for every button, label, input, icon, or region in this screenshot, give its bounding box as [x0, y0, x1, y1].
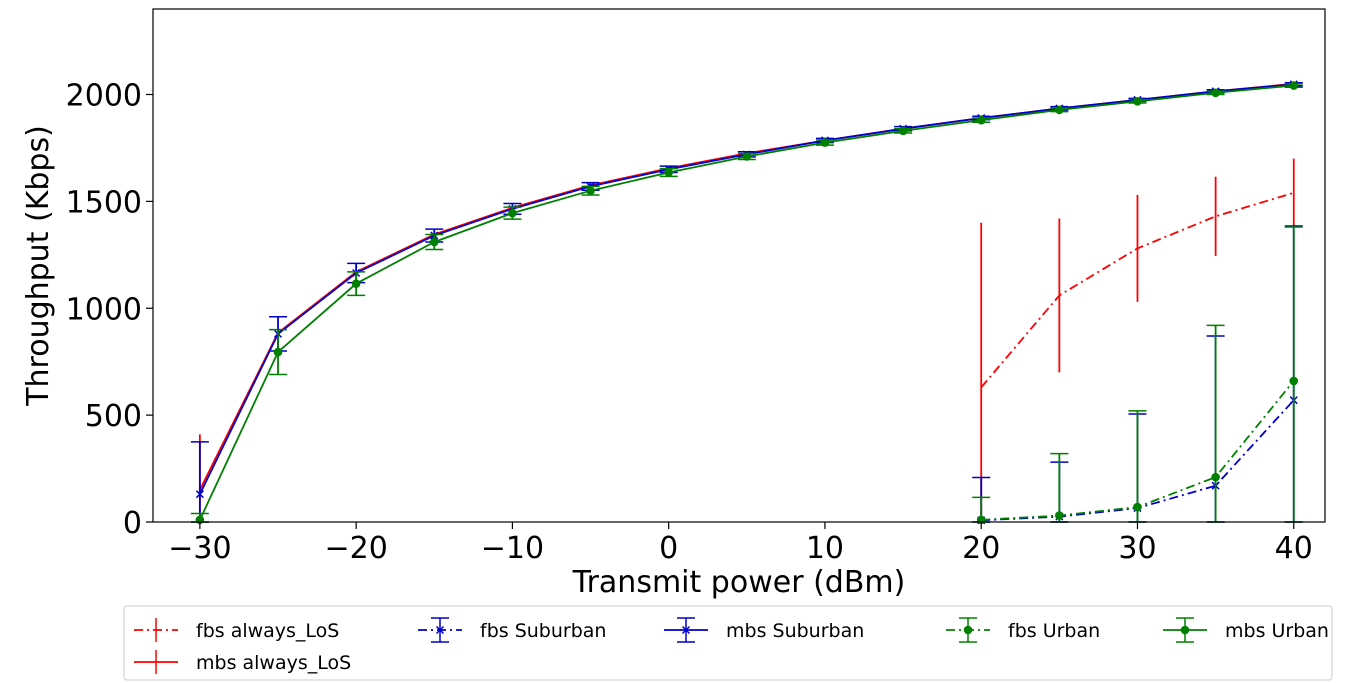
series-line — [199, 84, 1294, 521]
series-fbs-urban — [972, 226, 1303, 525]
x-axis: −30 −20 −10 0 10 20 30 40 — [168, 522, 1313, 566]
series-line — [199, 83, 1294, 495]
x-tick-label: 30 — [1118, 531, 1156, 566]
y-tick-label: 1000 — [66, 292, 142, 327]
legend-label: fbs Suburban — [480, 620, 606, 642]
series-line — [199, 82, 1294, 491]
legend-box — [123, 605, 1333, 681]
data-point — [586, 186, 595, 195]
data-point — [1211, 472, 1220, 482]
data-point — [1055, 511, 1064, 520]
x-axis-title: Transmit power (dBm) — [572, 565, 906, 600]
plot-area — [190, 80, 1303, 525]
y-tick-label: 0 — [123, 506, 142, 541]
legend-item-fbs-always-los: fbs always_LoS — [134, 618, 339, 642]
data-point — [1133, 502, 1142, 512]
marker-stroke — [195, 490, 204, 499]
legend-item-mbs-urban: mbs Urban — [1163, 617, 1329, 643]
legend: fbs always_LoS fbs Suburban mbs Suburban… — [123, 605, 1333, 681]
data-point — [898, 126, 908, 136]
legend-label: fbs always_LoS — [196, 620, 339, 642]
y-axis-title: Throughput (Kbps) — [21, 125, 56, 407]
data-point — [1133, 97, 1142, 106]
series-fbs-always-los — [980, 158, 1295, 522]
x-tick-label: −10 — [481, 531, 544, 566]
data-point — [664, 168, 673, 177]
legend-marker — [681, 625, 691, 635]
legend-item-fbs-suburban: fbs Suburban — [418, 617, 606, 643]
series-mbs-urban — [190, 81, 1303, 525]
data-point — [976, 115, 986, 125]
x-tick-label: −20 — [324, 531, 387, 566]
y-tick-label: 500 — [85, 399, 142, 434]
legend-label: mbs Suburban — [726, 620, 864, 642]
data-point — [1289, 81, 1299, 90]
data-point — [742, 152, 752, 161]
data-point — [195, 490, 204, 499]
y-tick-label: 2000 — [66, 79, 142, 114]
legend-marker — [1180, 625, 1190, 635]
legend-marker — [963, 625, 973, 635]
x-tick-label: 20 — [962, 531, 1000, 566]
x-tick-label: 0 — [659, 531, 678, 566]
legend-item-mbs-suburban: mbs Suburban — [664, 617, 864, 643]
data-point — [1289, 376, 1299, 386]
legend-label: fbs Urban — [1008, 620, 1100, 642]
marker-stroke — [681, 625, 691, 635]
plot-frame — [152, 8, 1326, 523]
data-point — [820, 138, 830, 147]
data-point — [429, 237, 439, 247]
x-tick-label: 40 — [1275, 531, 1313, 566]
x-tick-label: −30 — [168, 531, 231, 566]
legend-item-mbs-always-los: mbs always_LoS — [134, 650, 351, 674]
data-point — [508, 208, 517, 218]
data-point — [1055, 105, 1064, 115]
series-mbs-suburban — [190, 80, 1303, 523]
legend-label: mbs always_LoS — [196, 652, 351, 674]
legend-marker — [435, 625, 445, 635]
series-mbs-always-los — [198, 82, 1294, 522]
y-axis: 0 500 1000 1500 2000 — [66, 79, 153, 541]
data-point — [351, 279, 361, 288]
y-tick-label: 1500 — [66, 185, 142, 220]
legend-item-fbs-urban: fbs Urban — [946, 617, 1100, 643]
data-point — [1211, 88, 1220, 98]
series-line — [980, 191, 1295, 388]
legend-label: mbs Urban — [1225, 620, 1329, 642]
data-point — [273, 347, 283, 357]
marker-stroke — [435, 625, 445, 635]
x-tick-label: 10 — [806, 531, 844, 566]
